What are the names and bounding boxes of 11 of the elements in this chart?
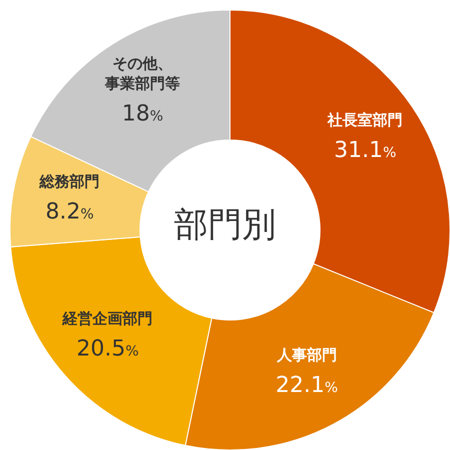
slice-label: 総務部門 <box>38 172 100 191</box>
data-label: 20.5% <box>76 336 139 362</box>
data-label: 22.1% <box>276 372 338 398</box>
slice-label: その他、事業部門等 <box>104 54 180 92</box>
data-label: 18% <box>122 101 164 126</box>
text: 部門別 <box>174 205 276 245</box>
slice-label: 社長室部門 <box>326 110 403 129</box>
data-label: 31.1% <box>334 138 396 163</box>
slice-label: 経営企画部門 <box>62 310 153 328</box>
data-label: 8.2% <box>46 200 94 225</box>
slice-label: 人事部門 <box>276 346 337 364</box>
